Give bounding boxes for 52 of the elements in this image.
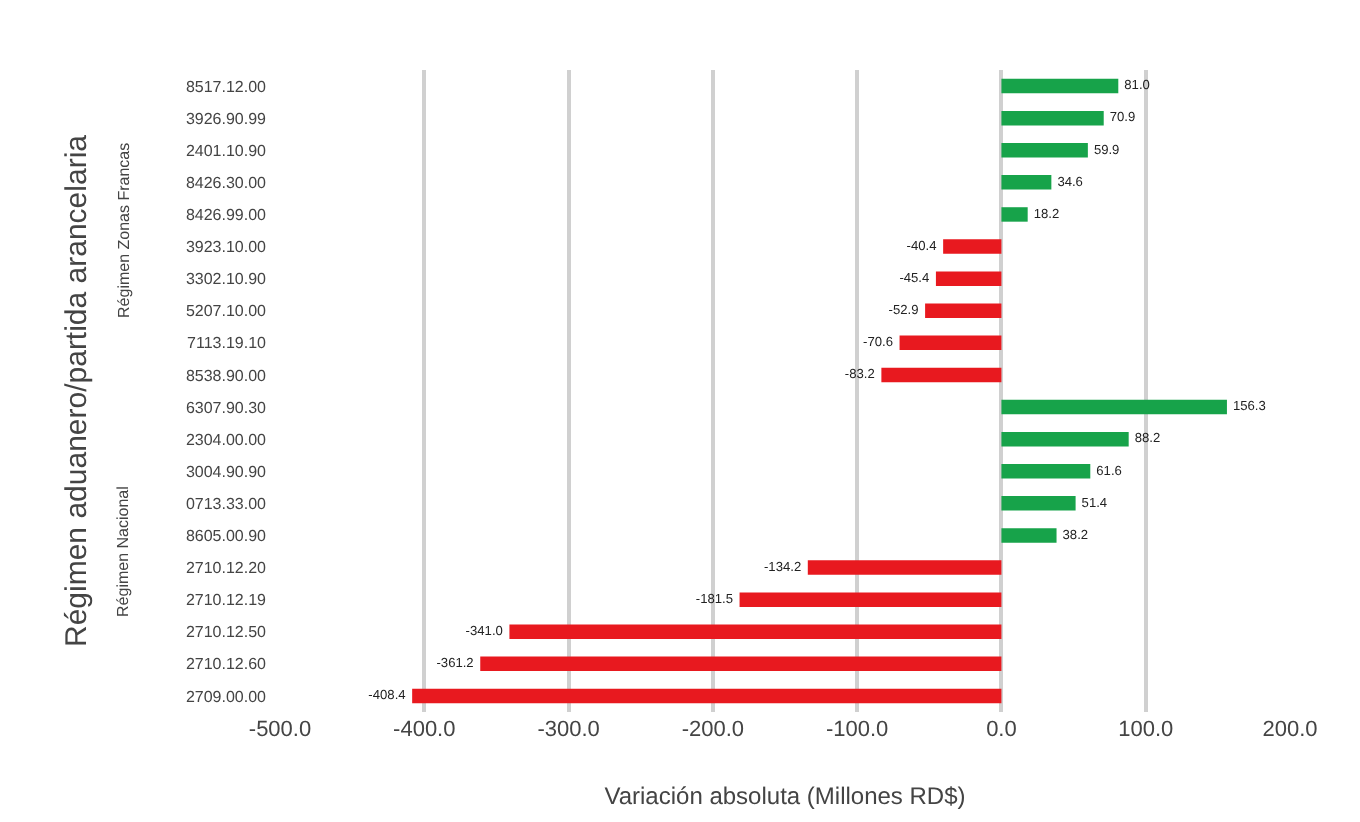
y-tick-label: 6307.90.30 bbox=[185, 398, 268, 417]
bar bbox=[412, 688, 1002, 704]
y-tick-label: 2304.00.00 bbox=[185, 430, 268, 449]
text: Régimen Nacional bbox=[113, 485, 132, 617]
y-tick-label: 7113.19.10 bbox=[187, 334, 268, 353]
bar bbox=[480, 656, 1002, 672]
bar bbox=[935, 271, 1002, 286]
bar bbox=[1001, 528, 1057, 543]
y-tick-label: 3004.90.90 bbox=[185, 462, 268, 481]
x-tick-label: -300.0 bbox=[537, 718, 600, 742]
y-tick-label: 2710.12.60 bbox=[185, 655, 268, 674]
bar bbox=[807, 560, 1002, 575]
x-tick-label: -200.0 bbox=[681, 718, 745, 742]
y-tick-label: 2709.00.00 bbox=[185, 687, 268, 706]
y-axis-title: Régimen aduanero/partida arancelaria bbox=[60, 133, 95, 647]
y-tick-label: 3302.10.90 bbox=[185, 270, 268, 289]
bar bbox=[1001, 175, 1052, 190]
bar bbox=[925, 303, 1002, 318]
bar bbox=[1001, 78, 1119, 94]
y-tick-label: 3923.10.00 bbox=[185, 238, 268, 257]
y-tick-label: 5207.10.00 bbox=[185, 302, 268, 321]
bar bbox=[1001, 110, 1104, 126]
y-tick-label: 8426.99.00 bbox=[185, 206, 268, 225]
x-tick-label: 0.0 bbox=[986, 718, 1017, 742]
bar bbox=[881, 367, 1002, 383]
x-tick-label: 200.0 bbox=[1262, 718, 1318, 742]
x-tick-label: -500.0 bbox=[248, 718, 312, 742]
x-tick-label: 100.0 bbox=[1118, 718, 1174, 742]
y-tick-label: 0713.33.00 bbox=[185, 494, 268, 513]
bar bbox=[943, 239, 1002, 254]
text: Régimen Zonas Francas bbox=[114, 142, 133, 318]
y-tick-label: 8426.30.00 bbox=[185, 173, 268, 192]
y-tick-label: 2710.12.50 bbox=[185, 623, 268, 642]
bar bbox=[899, 335, 1002, 351]
y-tick-label: 8517.12.00 bbox=[185, 77, 268, 96]
x-tick-label: -400.0 bbox=[393, 718, 456, 742]
y-tick-label: 2710.12.20 bbox=[185, 559, 268, 578]
bar bbox=[1001, 464, 1091, 479]
bar bbox=[739, 592, 1002, 607]
bar bbox=[1001, 143, 1088, 158]
y-tick-label: 2401.10.90 bbox=[185, 141, 268, 160]
bar bbox=[1001, 207, 1028, 222]
y-tick-label: 8538.90.00 bbox=[185, 366, 268, 385]
bar bbox=[509, 624, 1002, 639]
x-axis-title: Variación absoluta (Millones RD$) bbox=[604, 782, 966, 810]
y-tick-label: 8605.00.90 bbox=[185, 527, 268, 546]
bar bbox=[1001, 431, 1129, 447]
y-tick-label: 3926.90.99 bbox=[185, 109, 268, 128]
y-tick-label: 2710.12.19 bbox=[185, 591, 268, 610]
bar bbox=[1001, 496, 1076, 511]
bar bbox=[1001, 399, 1227, 415]
x-tick-label: -100.0 bbox=[825, 718, 889, 742]
